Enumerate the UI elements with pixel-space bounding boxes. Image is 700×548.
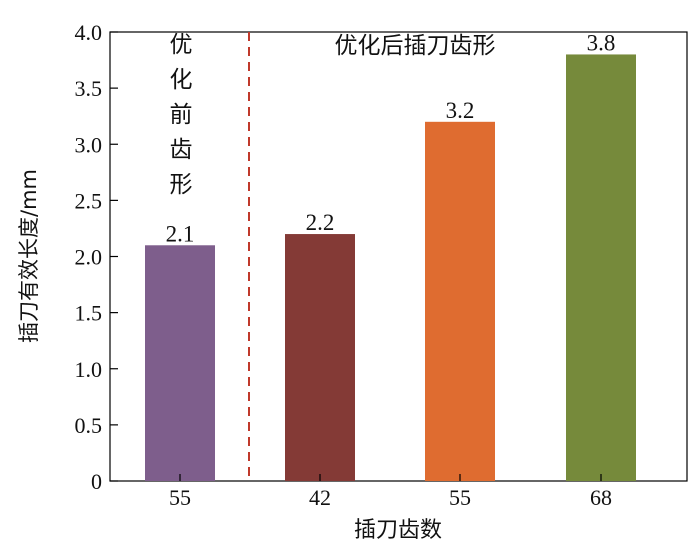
bar-value-label: 3.8 — [587, 30, 616, 55]
y-axis-title: 插刀有效长度/mm — [17, 169, 41, 343]
y-tick-label: 0 — [91, 469, 102, 494]
x-tick-label: 68 — [590, 485, 612, 510]
bar-value-label: 2.2 — [306, 210, 335, 235]
bar-4 — [566, 54, 636, 481]
x-tick-label: 42 — [309, 485, 331, 510]
y-tick-label: 0.5 — [75, 413, 103, 438]
bars — [145, 54, 636, 482]
x-tick-label: 55 — [169, 485, 191, 510]
bar-value-labels: 2.1 2.2 3.2 3.8 — [166, 30, 616, 246]
y-tick-label: 3.0 — [75, 132, 103, 157]
y-tick-label: 4.0 — [75, 20, 103, 45]
y-tick-label: 1.0 — [75, 357, 103, 382]
y-tick-label: 3.5 — [75, 76, 103, 101]
bar-1 — [145, 245, 215, 481]
annotation-before-char: 优 — [170, 32, 193, 58]
bar-value-label: 2.1 — [166, 221, 195, 246]
y-tick-label: 2.0 — [75, 245, 103, 270]
bar-value-label: 3.2 — [446, 98, 475, 123]
x-axis-ticks: 55 42 55 68 — [169, 474, 612, 510]
annotation-before-char: 化 — [170, 67, 193, 93]
annotation-before-char: 前 — [170, 102, 193, 128]
annotation-after-optimization: 优化后插刀齿形 — [335, 33, 496, 59]
y-tick-label: 1.5 — [75, 301, 103, 326]
x-tick-label: 55 — [449, 485, 471, 510]
y-tick-label: 2.5 — [75, 188, 103, 213]
annotation-before-char: 形 — [170, 172, 193, 198]
y-axis-ticks: 0 0.5 1.0 1.5 2.0 2.5 3.0 3.5 4.0 — [75, 20, 118, 494]
bar-3 — [425, 121, 495, 482]
bar-2 — [285, 234, 355, 481]
annotation-before-char: 齿 — [170, 137, 193, 163]
x-axis-title: 插刀齿数 — [354, 518, 442, 543]
